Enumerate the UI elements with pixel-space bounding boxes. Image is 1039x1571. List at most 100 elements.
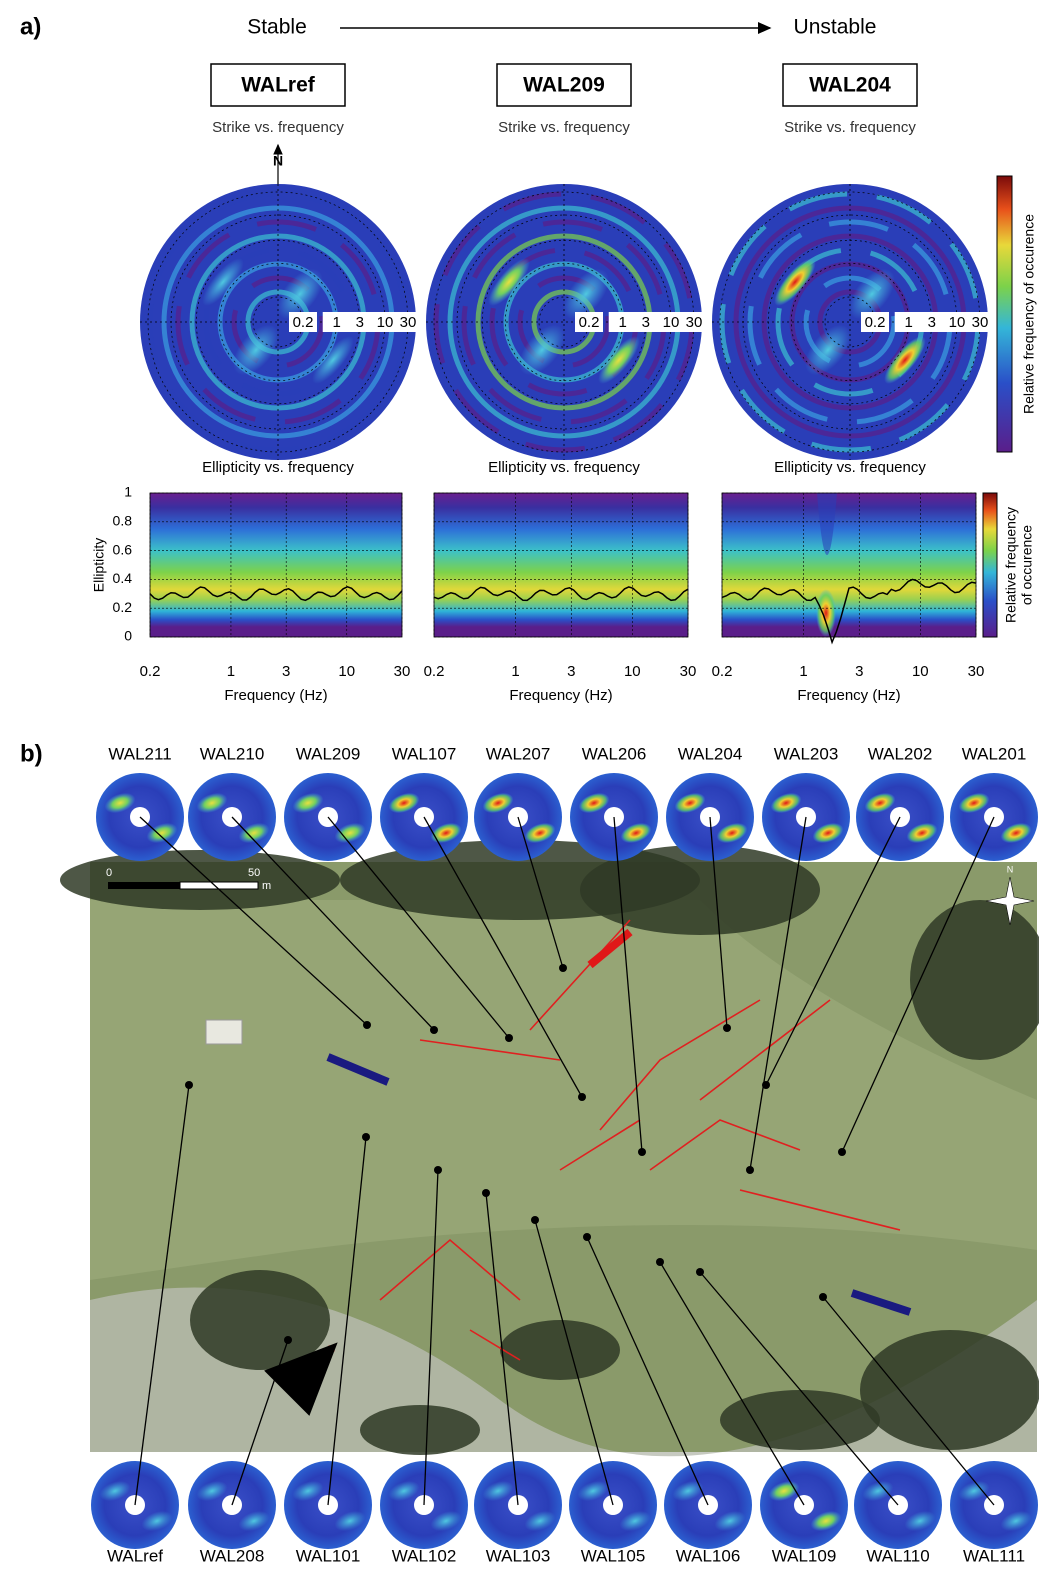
ring-label: 10 [949, 314, 966, 331]
ring-label: 0.2 [865, 314, 886, 331]
station-label: WAL201 [962, 744, 1027, 763]
panel-label: a) [20, 13, 41, 40]
x-tick-label: 10 [912, 663, 929, 680]
forest [190, 1270, 330, 1370]
station-label: WAL207 [486, 744, 551, 763]
ring-label: 3 [928, 314, 936, 331]
ellipticity-hot [816, 589, 836, 637]
station-dot [430, 1026, 438, 1034]
unstable-label: Unstable [794, 16, 877, 39]
ring-label: 30 [400, 314, 417, 331]
station-dot [363, 1021, 371, 1029]
colorbar [997, 176, 1012, 452]
building [206, 1020, 242, 1044]
station-dot [656, 1258, 664, 1266]
station-label: WAL203 [774, 744, 839, 763]
forest [860, 1330, 1039, 1450]
scale-label: 0 [106, 867, 112, 879]
station-label: WAL107 [392, 744, 457, 763]
strike-title: Strike vs. frequency [498, 119, 630, 136]
x-tick-label: 0.2 [712, 663, 733, 680]
y-tick-label: 0 [124, 628, 132, 644]
station-label: WAL206 [582, 744, 647, 763]
x-tick-label: 1 [227, 663, 235, 680]
station-label: WAL106 [676, 1546, 741, 1565]
ring-label: 10 [377, 314, 394, 331]
x-tick-label: 1 [799, 663, 807, 680]
colorbar-label: Relative frequency [1003, 507, 1019, 623]
station-dot [762, 1081, 770, 1089]
station-label: WAL204 [678, 744, 743, 763]
ring-label: 0.2 [293, 314, 314, 331]
station-dot [638, 1148, 646, 1156]
x-tick-label: 30 [680, 663, 697, 680]
forest [500, 1320, 620, 1380]
station-label: WAL102 [392, 1546, 457, 1565]
north-label: N [1007, 864, 1014, 874]
ellipticity-heatmap [150, 493, 402, 637]
station-label: WAL210 [200, 744, 265, 763]
station-dot [531, 1216, 539, 1224]
ellipticity-title: Ellipticity vs. frequency [488, 459, 640, 476]
station-dot [838, 1148, 846, 1156]
station-label: WAL110 [866, 1546, 929, 1565]
station-name: WALref [241, 74, 316, 97]
station-dot [559, 964, 567, 972]
station-dot [583, 1233, 591, 1241]
station-dot [505, 1034, 513, 1042]
station-label: WAL101 [296, 1546, 361, 1565]
ring-label: 30 [972, 314, 989, 331]
ring-label: 3 [356, 314, 364, 331]
ellipticity-heatmap [722, 493, 976, 637]
y-axis-label: Ellipticity [91, 538, 107, 592]
ring-label: 0.2 [579, 314, 600, 331]
scale-bar [108, 882, 180, 889]
x-tick-label: 10 [624, 663, 641, 680]
x-tick-label: 30 [394, 663, 411, 680]
ring-label: 1 [905, 314, 913, 331]
station-name: WAL204 [809, 74, 891, 97]
y-tick-label: 0.6 [113, 541, 133, 557]
station-label: WAL103 [486, 1546, 551, 1565]
forest [720, 1390, 880, 1450]
colorbar [983, 493, 997, 637]
x-axis-label: Frequency (Hz) [797, 687, 900, 704]
strike-title: Strike vs. frequency [784, 119, 916, 136]
x-tick-label: 0.2 [140, 663, 161, 680]
forest [60, 850, 340, 910]
y-tick-label: 0.8 [113, 513, 133, 529]
colorbar-label: of occurence [1019, 525, 1035, 605]
stable-label: Stable [247, 16, 307, 39]
figure: a) Stable Unstable b) WALrefStrike vs. f… [0, 0, 1039, 1571]
x-tick-label: 1 [511, 663, 519, 680]
ring-label: 30 [686, 314, 703, 331]
x-tick-label: 30 [968, 663, 985, 680]
ellipticity-title: Ellipticity vs. frequency [774, 459, 926, 476]
station-name: WAL209 [523, 74, 605, 97]
station-dot [185, 1081, 193, 1089]
north-label: N [273, 153, 283, 169]
station-label: WAL208 [200, 1546, 265, 1565]
ring-label: 1 [619, 314, 627, 331]
station-label: WAL202 [868, 744, 933, 763]
station-dot [284, 1336, 292, 1344]
station-label: WAL109 [772, 1546, 837, 1565]
station-dot [746, 1166, 754, 1174]
ring-label: 10 [663, 314, 680, 331]
forest [360, 1405, 480, 1455]
x-tick-label: 0.2 [424, 663, 445, 680]
y-tick-label: 0.2 [113, 599, 133, 615]
x-tick-label: 10 [338, 663, 355, 680]
x-axis-label: Frequency (Hz) [509, 687, 612, 704]
ring-label: 3 [642, 314, 650, 331]
strike-title: Strike vs. frequency [212, 119, 344, 136]
station-label: WAL211 [108, 744, 171, 763]
station-label: WALref [107, 1546, 163, 1565]
ring-label: 1 [333, 314, 341, 331]
station-dot [723, 1024, 731, 1032]
ellipticity-heatmap [434, 493, 688, 637]
colorbar-label: Relative frequency of occurence [1021, 214, 1037, 414]
scale-label: 50 [248, 867, 260, 879]
station-label: WAL105 [581, 1546, 646, 1565]
station-dot [362, 1133, 370, 1141]
